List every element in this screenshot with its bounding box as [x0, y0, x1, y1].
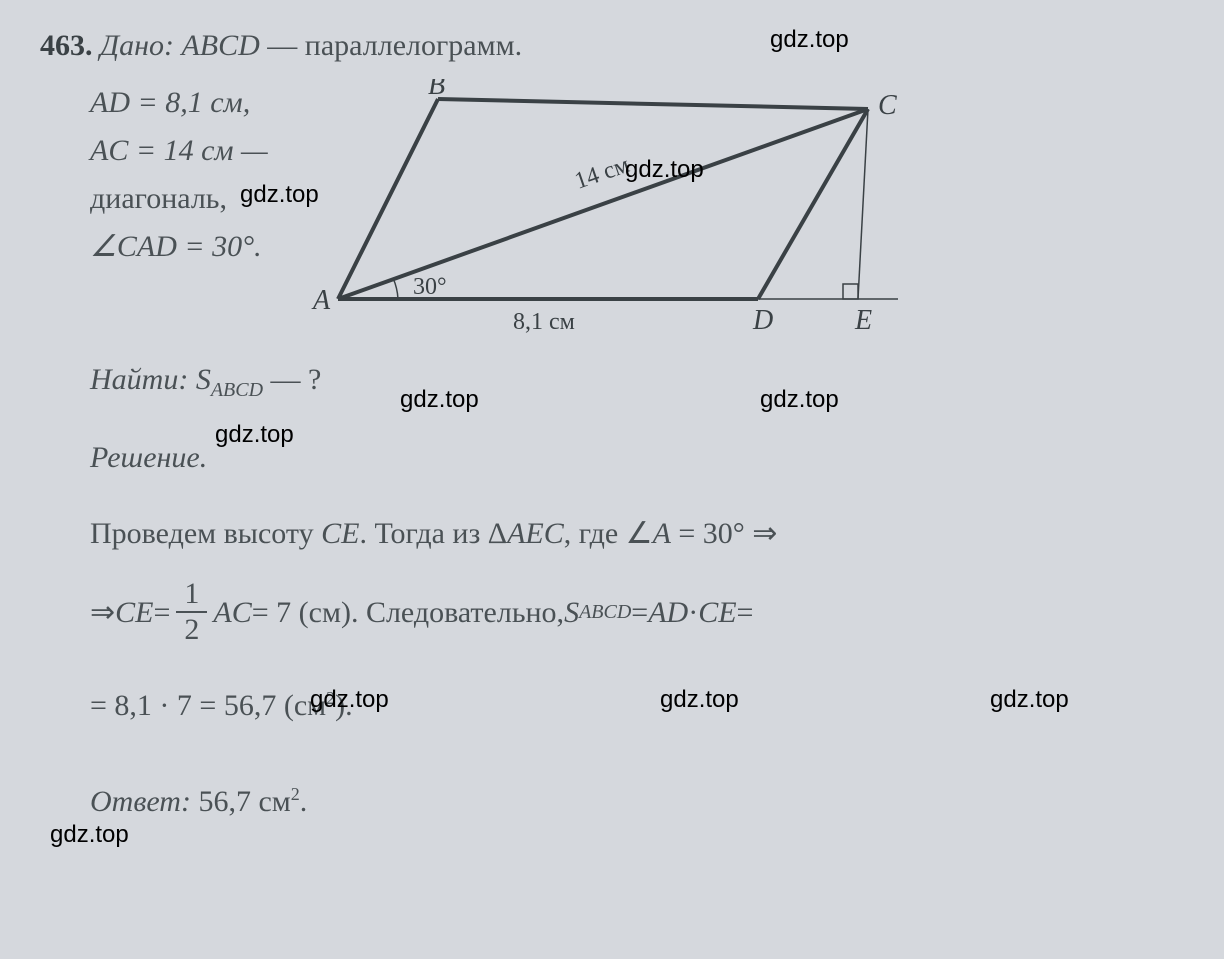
solution-line1: Проведем высоту CE. Тогда из ΔAEC, где ∠… — [90, 508, 1184, 559]
watermark: gdz.top — [240, 175, 319, 216]
watermark: gdz.top — [760, 380, 839, 421]
find-line: Найти: SABCD — ? — [40, 354, 1184, 407]
geometry-diagram: A B C D E 30° 14 см 8,1 см — [298, 79, 898, 339]
watermark: gdz.top — [400, 380, 479, 421]
watermark: gdz.top — [770, 20, 849, 61]
content-row: AD = 8,1 см, AC = 14 см — диагональ, ∠CA… — [40, 79, 1184, 339]
answer-value: 56,7 см — [198, 785, 290, 818]
given-angle: ∠CAD = 30°. — [90, 223, 268, 271]
watermark: gdz.top — [625, 150, 704, 191]
find-sub: ABCD — [211, 379, 263, 401]
solution-header: Решение. — [40, 432, 1184, 483]
parallelogram-svg: A B C D E 30° 14 см 8,1 см — [298, 79, 898, 339]
watermark: gdz.top — [310, 680, 389, 721]
shape-desc: — параллелограмм. — [267, 29, 522, 62]
given-values: AD = 8,1 см, AC = 14 см — диагональ, ∠CA… — [40, 79, 268, 271]
svg-text:D: D — [752, 305, 773, 336]
fraction-half: 1 2 — [176, 579, 207, 645]
given-label: Дано: — [100, 29, 174, 62]
given-ad: AD = 8,1 см, — [90, 79, 268, 127]
svg-text:8,1 см: 8,1 см — [513, 309, 575, 335]
svg-text:30°: 30° — [413, 274, 447, 300]
solution-line2: ⇒ CE = 1 2 AC = 7 (см). Следовательно, S… — [90, 579, 1184, 645]
find-label: Найти: — [90, 363, 188, 396]
problem-header: 463. Дано: ABCD — параллелограмм. — [40, 20, 1184, 71]
watermark: gdz.top — [660, 680, 739, 721]
watermark: gdz.top — [50, 815, 129, 856]
shape-name: ABCD — [181, 29, 259, 62]
svg-text:B: B — [428, 79, 445, 101]
watermark: gdz.top — [215, 415, 294, 456]
svg-text:E: E — [854, 305, 872, 336]
problem-number: 463. — [40, 29, 93, 62]
svg-text:14 см: 14 см — [571, 152, 632, 195]
svg-text:A: A — [311, 285, 331, 316]
svg-text:C: C — [878, 90, 897, 121]
find-S: S — [196, 363, 211, 396]
watermark: gdz.top — [990, 680, 1069, 721]
answer-line: Ответ: 56,7 см2. — [40, 776, 1184, 827]
find-suffix: — ? — [271, 363, 322, 396]
given-ac: AC = 14 см — — [90, 127, 268, 175]
answer-label: Ответ: — [90, 785, 191, 818]
